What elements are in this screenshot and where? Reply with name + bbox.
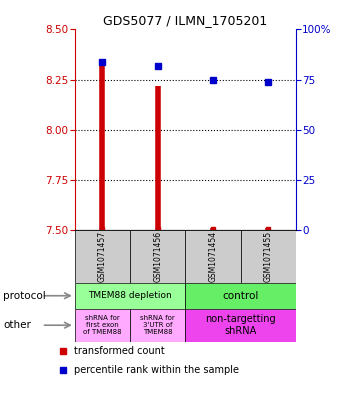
Text: GSM1071454: GSM1071454 [208, 231, 217, 282]
Text: GSM1071455: GSM1071455 [264, 231, 273, 282]
Bar [75, 283, 185, 309]
Bar [241, 230, 296, 283]
Text: control: control [222, 291, 259, 301]
Text: non-targetting
shRNA: non-targetting shRNA [205, 314, 276, 336]
Bar [75, 309, 130, 342]
Text: shRNA for
3'UTR of
TMEM88: shRNA for 3'UTR of TMEM88 [140, 315, 175, 335]
Text: transformed count: transformed count [74, 346, 165, 356]
Bar [185, 283, 296, 309]
Bar [75, 230, 130, 283]
Text: percentile rank within the sample: percentile rank within the sample [74, 365, 239, 375]
Bar [185, 309, 296, 342]
Text: protocol: protocol [3, 291, 46, 301]
Bar [185, 230, 241, 283]
Bar [130, 309, 185, 342]
Title: GDS5077 / ILMN_1705201: GDS5077 / ILMN_1705201 [103, 14, 268, 27]
Text: TMEM88 depletion: TMEM88 depletion [88, 291, 172, 300]
Text: shRNA for
first exon
of TMEM88: shRNA for first exon of TMEM88 [83, 315, 122, 335]
Bar [130, 230, 185, 283]
Text: other: other [3, 320, 31, 330]
Text: GSM1071456: GSM1071456 [153, 231, 162, 282]
Text: GSM1071457: GSM1071457 [98, 231, 107, 282]
